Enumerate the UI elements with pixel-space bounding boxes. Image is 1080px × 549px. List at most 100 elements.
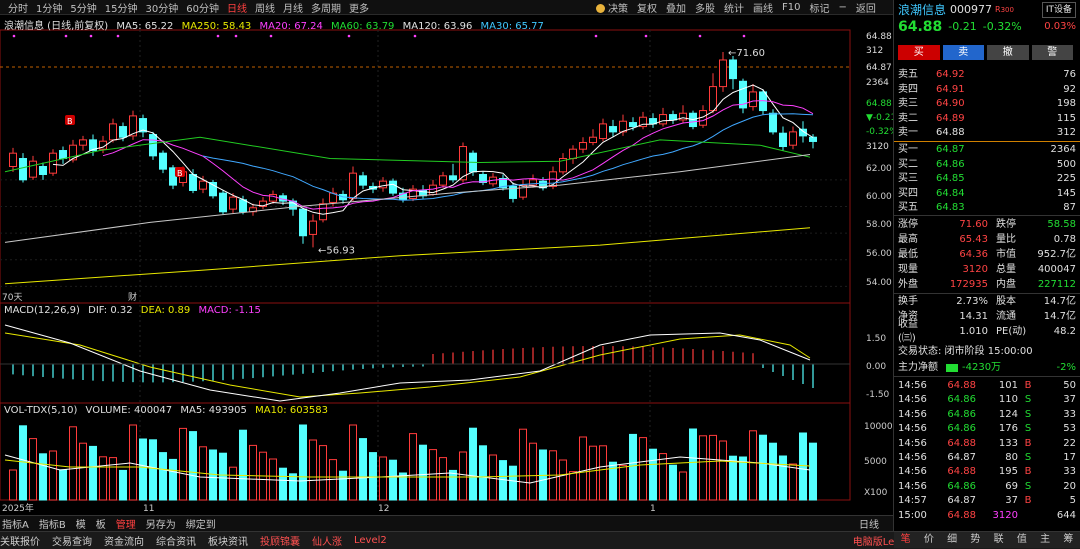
- status-item[interactable]: 板块资讯: [208, 537, 248, 548]
- book-row: 买五 64.83 87: [898, 201, 1076, 215]
- tool-button[interactable]: 叠加: [666, 4, 686, 15]
- price-axis-label: 2364: [866, 78, 889, 88]
- stat-cell: 14.7亿: [1043, 311, 1076, 322]
- candle-body: [69, 144, 77, 161]
- tool-button[interactable]: −: [838, 2, 847, 13]
- candle-body: [119, 126, 127, 138]
- side-tab[interactable]: 细: [947, 534, 958, 545]
- book-price: 64.84: [936, 187, 965, 199]
- event-dot: [413, 34, 417, 38]
- book-row: 买一 64.87 2364: [898, 143, 1076, 157]
- status-item[interactable]: 仙人涨: [312, 537, 342, 548]
- candle-body: [579, 142, 587, 150]
- status-item[interactable]: 关联报价: [0, 537, 40, 548]
- candle-body: [219, 192, 227, 213]
- period-tab[interactable]: 月线: [282, 3, 303, 15]
- volume-bar: [229, 466, 237, 501]
- volume-bar: [149, 439, 157, 501]
- side-tab[interactable]: 联: [993, 534, 1004, 545]
- price-axis-label: 54.00: [866, 278, 892, 288]
- event-dot: [269, 34, 273, 38]
- indicator-tab[interactable]: 指标A: [2, 520, 29, 531]
- volume-bar: [679, 471, 687, 501]
- period-indicator: 日线: [859, 520, 879, 531]
- status-item[interactable]: 交易查询: [52, 537, 92, 548]
- trade-button[interactable]: 警: [1031, 44, 1073, 60]
- volume-bar: [799, 432, 807, 501]
- event-dot: [644, 34, 648, 38]
- period-tab[interactable]: 60分钟: [186, 3, 219, 15]
- tool-button[interactable]: 返回: [855, 4, 876, 15]
- volume-bar: [339, 470, 347, 501]
- indicator-tab[interactable]: 管理: [115, 520, 136, 531]
- period-tab[interactable]: 15分钟: [104, 3, 138, 15]
- volume-bar: [579, 436, 587, 501]
- status-item[interactable]: 资金流向: [104, 537, 144, 548]
- kline-chart-area[interactable]: ←71.60 ←56.93 70天 财 B B 64.88 312 64.87 2364 64.88…: [0, 15, 893, 515]
- candle-body: [449, 175, 457, 181]
- quote-panel: 浪潮信息 000977 R 300 IT设备 64.88 -0.21 -0.32…: [893, 0, 1080, 548]
- stock-name: 浪潮信息: [898, 3, 947, 17]
- price-axis-label: 64.88: [866, 99, 892, 109]
- tick-cell: 64.86: [947, 394, 976, 406]
- r-flag: R: [995, 5, 1001, 14]
- tool-button[interactable]: 画线: [753, 4, 773, 15]
- sector-tag[interactable]: IT设备: [1041, 2, 1076, 18]
- kline-svg[interactable]: ←71.60 ←56.93 70天 财 B B 64.88 312 64.87 2364 64.88…: [0, 15, 893, 515]
- price-axis-label: 3120: [866, 142, 889, 152]
- period-tab[interactable]: 多周期: [310, 3, 341, 15]
- dif-line: [4, 324, 811, 402]
- period-tab[interactable]: 分时: [8, 3, 28, 15]
- candle-body: [769, 112, 777, 133]
- indicator-tab[interactable]: 模: [75, 520, 86, 531]
- tool-button[interactable]: 复权: [637, 4, 657, 15]
- indicator-tab[interactable]: 板: [95, 520, 106, 531]
- period-tab[interactable]: 周线: [254, 3, 275, 15]
- price-axis-label: 62.00: [866, 164, 892, 174]
- side-tab[interactable]: 值: [1016, 534, 1027, 545]
- candle-body: [439, 175, 447, 186]
- side-tab[interactable]: 价: [923, 534, 934, 545]
- candle-body: [149, 134, 157, 157]
- period-tab[interactable]: 5分钟: [70, 3, 97, 15]
- tool-button[interactable]: 决策: [596, 0, 628, 15]
- tool-button[interactable]: F10: [782, 2, 801, 13]
- side-tab[interactable]: 筹: [1063, 534, 1074, 545]
- macd-dea: DEA: 0.89: [140, 305, 191, 316]
- status-item[interactable]: 综合资讯: [156, 537, 196, 548]
- status-item[interactable]: Level2: [354, 535, 387, 546]
- tool-button[interactable]: 多股: [695, 4, 715, 15]
- period-tab[interactable]: 30分钟: [145, 3, 179, 15]
- chart-title: 浪潮信息 (日线,前复权): [4, 21, 109, 32]
- period-tab[interactable]: 日线: [226, 3, 247, 15]
- indicator-tab[interactable]: 指标B: [38, 520, 66, 531]
- price-axis-label: 60.00: [866, 192, 892, 202]
- vol-title: VOL-TDX(5,10): [4, 405, 78, 416]
- volume-bar: [609, 461, 617, 501]
- period-tab[interactable]: 更多: [348, 3, 369, 15]
- indicator-tab[interactable]: 绑定到: [185, 520, 216, 531]
- stat-row: 换手 2.73% 股本 14.7亿: [898, 295, 1076, 309]
- period-tab[interactable]: 1分钟: [36, 3, 63, 15]
- status-item[interactable]: 投顾锦囊: [260, 537, 300, 548]
- trade-button[interactable]: 卖: [942, 44, 984, 60]
- side-tab[interactable]: 势: [970, 534, 981, 545]
- tool-button[interactable]: 统计: [724, 4, 744, 15]
- trade-button[interactable]: 买: [898, 44, 940, 60]
- trade-button[interactable]: 撤: [987, 44, 1029, 60]
- indicator-tab[interactable]: 另存为: [145, 520, 176, 531]
- event-dot: [12, 34, 16, 38]
- indicator-tabs: 指标A 指标B 模板管理 另存为 绑定到 日线: [0, 515, 893, 531]
- macd-axis-label: 1.50: [866, 334, 886, 344]
- side-tab[interactable]: 主: [1040, 534, 1051, 545]
- candle-body: [9, 152, 17, 167]
- tool-button[interactable]: 标记: [809, 4, 830, 15]
- side-tab[interactable]: 笔: [900, 534, 911, 545]
- candle-body: [789, 131, 797, 146]
- volume-bar: [349, 424, 357, 501]
- stock-code: 000977: [950, 3, 993, 16]
- volume-bar: [449, 469, 457, 501]
- volume-bar: [639, 437, 647, 501]
- book-volume: 225: [1056, 173, 1076, 185]
- tick-row: 14:56 64.88 101 B 50: [898, 379, 1076, 393]
